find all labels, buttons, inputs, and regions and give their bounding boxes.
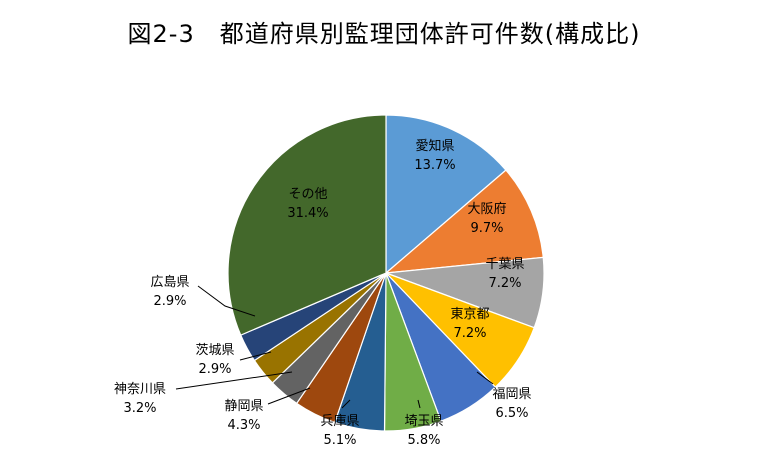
slice-name-label: 神奈川県 (114, 382, 166, 397)
slice-value-label: 2.9% (153, 294, 186, 309)
slice-value-label: 5.1% (323, 433, 356, 448)
leader-line-7 (341, 399, 351, 409)
slice-name-label: 埼玉県 (404, 414, 443, 429)
pie-slice-2 (384, 169, 544, 274)
slice-value-label: 9.7% (470, 221, 503, 236)
slice-value-label: 7.2% (453, 326, 486, 341)
leader-line-9 (175, 371, 293, 390)
slice-name-label: 千葉県 (485, 257, 524, 272)
slice-name-label: 茨城県 (195, 343, 234, 358)
leader-line-8 (267, 387, 311, 405)
slice-name-label: 大阪府 (467, 202, 506, 217)
slice-value-label: 3.2% (123, 401, 156, 416)
chart-title: 図2-3 都道府県別監理団体許可件数(構成比) (127, 20, 641, 48)
pie-slices (227, 114, 545, 432)
slice-name-label: 愛知県 (415, 138, 454, 154)
slice-labels: 愛知県 13.7% 大阪府 9.7% 千葉県 7.2% 東京都 7.2% 福岡県 6.5% 埼玉県 5… (114, 138, 532, 448)
leader-line-5 (476, 371, 494, 385)
leader-line-6 (417, 399, 421, 409)
slice-value-label: 13.7% (414, 158, 455, 173)
slice-name-label: その他 (288, 187, 327, 202)
slice-value-label: 6.5% (495, 406, 528, 421)
leader-lines (175, 285, 494, 409)
pie-slice-1 (385, 114, 507, 275)
slice-name-label: 広島県 (150, 275, 189, 290)
slice-name-label: 静岡県 (224, 399, 263, 414)
slice-name-label: 東京都 (450, 306, 489, 322)
leader-line-11 (197, 285, 256, 317)
slice-value-label: 7.2% (488, 276, 521, 291)
leader-line-10 (239, 351, 272, 361)
slice-name-label: 福岡県 (492, 387, 531, 402)
slice-value-label: 4.3% (227, 418, 260, 433)
slice-value-label: 31.4% (287, 206, 328, 221)
slice-value-label: 2.9% (198, 362, 231, 377)
slice-name-label: 兵庫県 (320, 414, 359, 429)
pie-slice-12 (227, 114, 387, 336)
slice-value-label: 5.8% (407, 433, 440, 448)
